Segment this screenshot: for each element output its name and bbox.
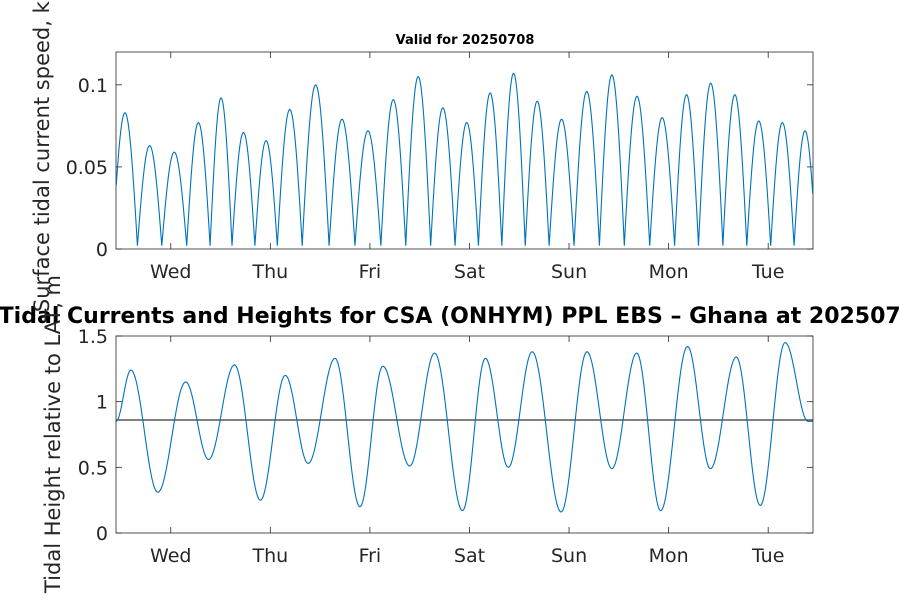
- x-tick-label: Fri: [359, 545, 382, 567]
- y-tick-label: 1: [96, 392, 108, 414]
- currents-y-axis-label: Surface tidal current speed, kn: [30, 0, 54, 312]
- y-tick-label: 0: [96, 523, 108, 545]
- x-tick-label: Mon: [649, 545, 689, 567]
- x-tick-label: Sat: [454, 261, 485, 283]
- figure-main-title: Tidal Currents and Heights for CSA (ONHY…: [0, 304, 900, 329]
- currents-ticks: 0 0.05 0.1 Wed Thu Fri Sat Sun Mon Tue: [66, 52, 813, 283]
- x-tick-label: Thu: [251, 261, 288, 283]
- x-tick-label: Sun: [551, 261, 587, 283]
- x-tick-label: Fri: [359, 261, 382, 283]
- heights-y-axis-label: Tidal Height relative to LAT, m: [41, 275, 65, 594]
- y-tick-label: 1.5: [78, 326, 108, 348]
- y-tick-label: 0: [96, 239, 108, 261]
- heights-series-line: [115, 341, 813, 513]
- heights-axes-box: [115, 335, 814, 534]
- y-tick-label: 0.05: [66, 157, 108, 179]
- currents-axes-box: [115, 51, 814, 250]
- x-tick-label: Tue: [751, 545, 784, 567]
- x-tick-label: Thu: [251, 545, 288, 567]
- x-tick-label: Sun: [551, 545, 587, 567]
- heights-ticks: 0 0.5 1 1.5 Wed Thu Fri Sat Sun Mon Tue: [78, 326, 813, 567]
- currents-series-line: [115, 72, 814, 246]
- x-tick-label: Sat: [454, 545, 485, 567]
- top-panel-title: Valid for 20250708: [396, 33, 535, 48]
- y-tick-label: 0.1: [78, 75, 108, 97]
- x-tick-label: Mon: [649, 261, 689, 283]
- x-tick-label: Wed: [150, 545, 191, 567]
- x-tick-label: Wed: [150, 261, 191, 283]
- y-tick-label: 0.5: [78, 457, 108, 479]
- x-tick-label: Tue: [751, 261, 784, 283]
